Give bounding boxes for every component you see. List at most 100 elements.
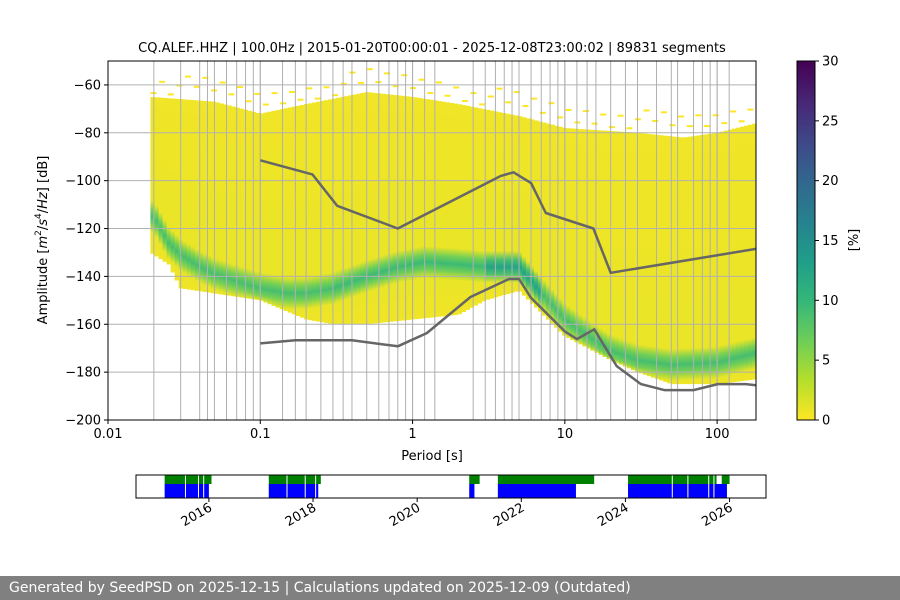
density-outlier (461, 99, 468, 102)
density-column (715, 132, 721, 385)
density-column (259, 113, 265, 301)
y-tick-label: −100 (65, 174, 101, 189)
x-axis: 0.01 0.1 1 10 100 (94, 420, 730, 442)
timeline-tick-label: 2018 (283, 500, 319, 530)
density-column (743, 125, 749, 381)
timeline-tick-label: 2022 (491, 500, 527, 530)
y-tick-label: −140 (65, 270, 101, 285)
density-outlier (435, 81, 442, 84)
colorbar-tick-label: 10 (822, 294, 839, 309)
y-tick-label: −160 (65, 318, 101, 333)
density-column (525, 118, 531, 300)
density-column (602, 130, 608, 357)
density-column (558, 126, 563, 332)
density-column (469, 106, 475, 308)
density-column (477, 108, 483, 304)
density-column (235, 107, 240, 297)
timeline-tick-label: 2024 (595, 500, 631, 530)
density-column (671, 136, 676, 385)
density-column (590, 129, 596, 351)
density-column (751, 123, 756, 380)
density-column (416, 97, 422, 319)
density-column (291, 106, 297, 315)
data-interval (469, 475, 480, 484)
density-column (542, 122, 547, 316)
processed-interval (268, 484, 319, 498)
density-column (174, 98, 180, 281)
density-column (408, 96, 414, 320)
density-outlier (202, 76, 209, 79)
density-column (695, 135, 701, 385)
density-column (352, 94, 357, 325)
density-column (437, 101, 442, 317)
density-column (255, 112, 261, 300)
density-outlier (401, 74, 408, 77)
density-column (424, 99, 430, 318)
density-outlier (236, 86, 243, 89)
y-label-exp2: 2 (34, 230, 44, 236)
colorbar-tick-label: 15 (822, 234, 839, 249)
density-column (388, 94, 394, 322)
density-column (731, 128, 737, 383)
density-column (239, 108, 244, 298)
y-label-slash2: / (36, 208, 51, 213)
density-column (267, 111, 273, 305)
density-column (651, 134, 656, 378)
density-outlier (280, 102, 287, 105)
density-column (457, 104, 462, 315)
processed-interval (497, 484, 576, 498)
density-outlier (306, 87, 313, 90)
density-column (158, 97, 164, 260)
density-column (247, 110, 252, 299)
density-column (497, 112, 503, 297)
density-column (606, 130, 612, 360)
density-column (445, 102, 450, 316)
density-outlier (565, 108, 572, 111)
density-column (202, 100, 208, 293)
density-column (533, 120, 539, 308)
data-interval (721, 475, 730, 484)
y-label-post: ] [dB] (36, 156, 51, 193)
density-outlier (643, 109, 650, 112)
x-tick-label: 100 (705, 427, 730, 442)
density-column (711, 133, 717, 385)
density-column (271, 110, 277, 306)
density-outlier (487, 95, 494, 98)
density-column (485, 109, 491, 300)
density-outlier (193, 85, 200, 88)
density-column (586, 129, 592, 349)
density-column (538, 121, 543, 312)
density-column (554, 125, 559, 328)
density-column (618, 131, 624, 365)
grid (108, 61, 756, 420)
low-noise-model-line (260, 277, 756, 392)
density-column (481, 109, 487, 302)
density-outlier (600, 113, 607, 116)
density-column (263, 112, 269, 303)
y-label-m: m (36, 236, 51, 249)
density-column (287, 107, 293, 313)
density-column (186, 99, 192, 290)
colorbar-ticks: 0 5 10 15 20 25 30 (815, 55, 839, 429)
density-column (489, 110, 495, 299)
y-label-hz: Hz (36, 191, 51, 209)
y-label-s: s (36, 219, 51, 226)
density-outlier (747, 108, 754, 111)
x-tick-label: 0.01 (94, 427, 123, 442)
density-outlier (608, 126, 615, 129)
colorbar-tick-label: 0 (822, 414, 830, 429)
density-outlier (271, 92, 278, 95)
density-column (295, 105, 301, 317)
density-column (283, 108, 289, 311)
density-column (647, 134, 652, 377)
density-outlier (254, 92, 261, 95)
density-outlier (539, 111, 546, 114)
density-column (630, 132, 636, 371)
processed-interval (164, 484, 209, 498)
data-interval (268, 475, 321, 484)
x-tick-label: 10 (557, 427, 574, 442)
timeline-bars (164, 475, 730, 498)
density-column (412, 97, 418, 320)
density-column (614, 131, 620, 363)
density-column (727, 129, 733, 383)
